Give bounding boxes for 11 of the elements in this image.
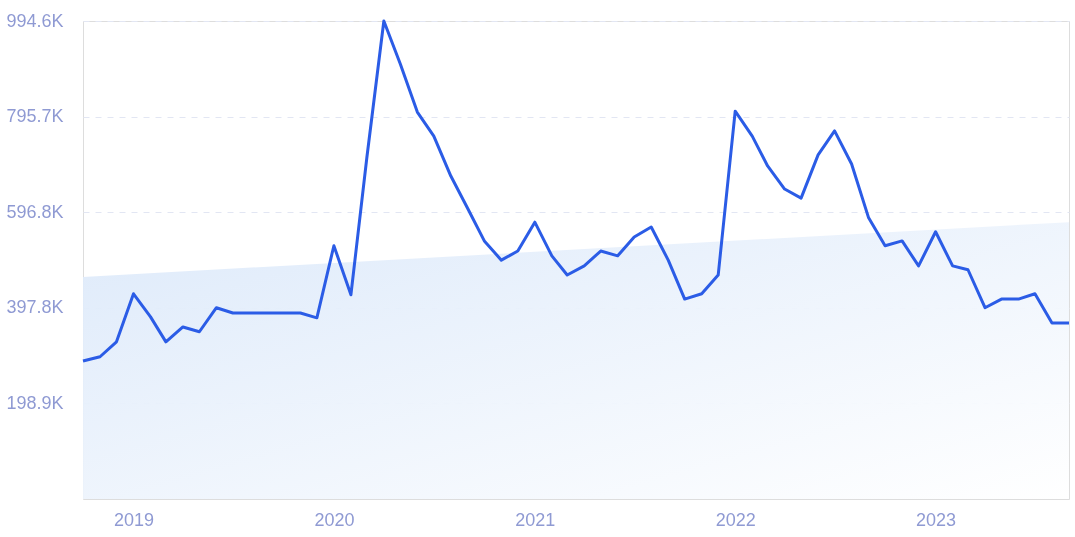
line-series: [81, 19, 1071, 363]
y-tick-label: 795.7K: [6, 106, 64, 127]
y-tick-label: 397.8K: [6, 297, 64, 318]
y-tick-label: 198.9K: [6, 392, 64, 413]
x-tick-label: 2022: [715, 509, 756, 530]
y-tick-label: 994.6K: [6, 10, 64, 31]
x-tick-label: 2019: [113, 509, 155, 530]
y-tick-label: 596.8K: [6, 201, 64, 222]
x-tick-label: 2020: [314, 509, 355, 530]
x-tick-label: 2023: [916, 509, 957, 530]
x-tick-label: 2021: [515, 509, 556, 530]
